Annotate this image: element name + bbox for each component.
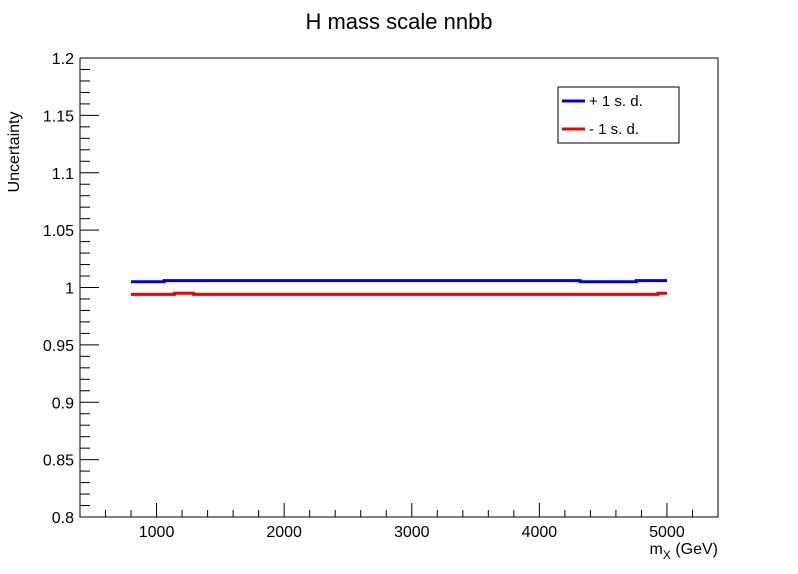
- y-tick-label: 1: [65, 281, 74, 298]
- y-tick-label: 0.85: [43, 453, 74, 470]
- y-tick-label: 1.2: [52, 51, 74, 68]
- x-tick-label: 3000: [394, 524, 430, 541]
- y-axis-title: Uncertainty: [6, 112, 23, 193]
- series-line-plus: [131, 279, 667, 284]
- y-tick-label: 0.8: [52, 510, 74, 527]
- y-axis-ticks: 0.8 0.85 0.9 0.95 1 1.05 1.1 1.15 1.2: [43, 51, 99, 527]
- y-tick-label: 1.05: [43, 223, 74, 240]
- x-axis-title-sub: X: [663, 548, 671, 562]
- legend-label: + 1 s. d.: [589, 93, 643, 110]
- y-tick-label: 1.1: [52, 166, 74, 183]
- chart-title: H mass scale nnbb: [305, 9, 492, 34]
- legend-box: [557, 86, 680, 144]
- x-tick-label: 5000: [649, 524, 685, 541]
- y-tick-label: 0.9: [52, 395, 74, 412]
- x-tick-label: 2000: [266, 524, 302, 541]
- x-axis-title-unit: (GeV): [671, 541, 718, 558]
- legend-label: - 1 s. d.: [589, 121, 639, 138]
- x-axis-title-main: m: [650, 541, 663, 558]
- x-tick-label: 1000: [139, 524, 175, 541]
- series-layer: [131, 279, 667, 296]
- x-axis-title: mX (GeV): [650, 541, 718, 562]
- x-axis-ticks: 1000 2000 3000 4000 5000: [79, 503, 719, 541]
- y-tick-label: 0.95: [43, 338, 74, 355]
- y-tick-label: 1.15: [43, 108, 74, 125]
- x-tick-label: 4000: [522, 524, 558, 541]
- series-line-minus: [131, 291, 667, 296]
- legend: + 1 s. d. - 1 s. d.: [557, 86, 680, 144]
